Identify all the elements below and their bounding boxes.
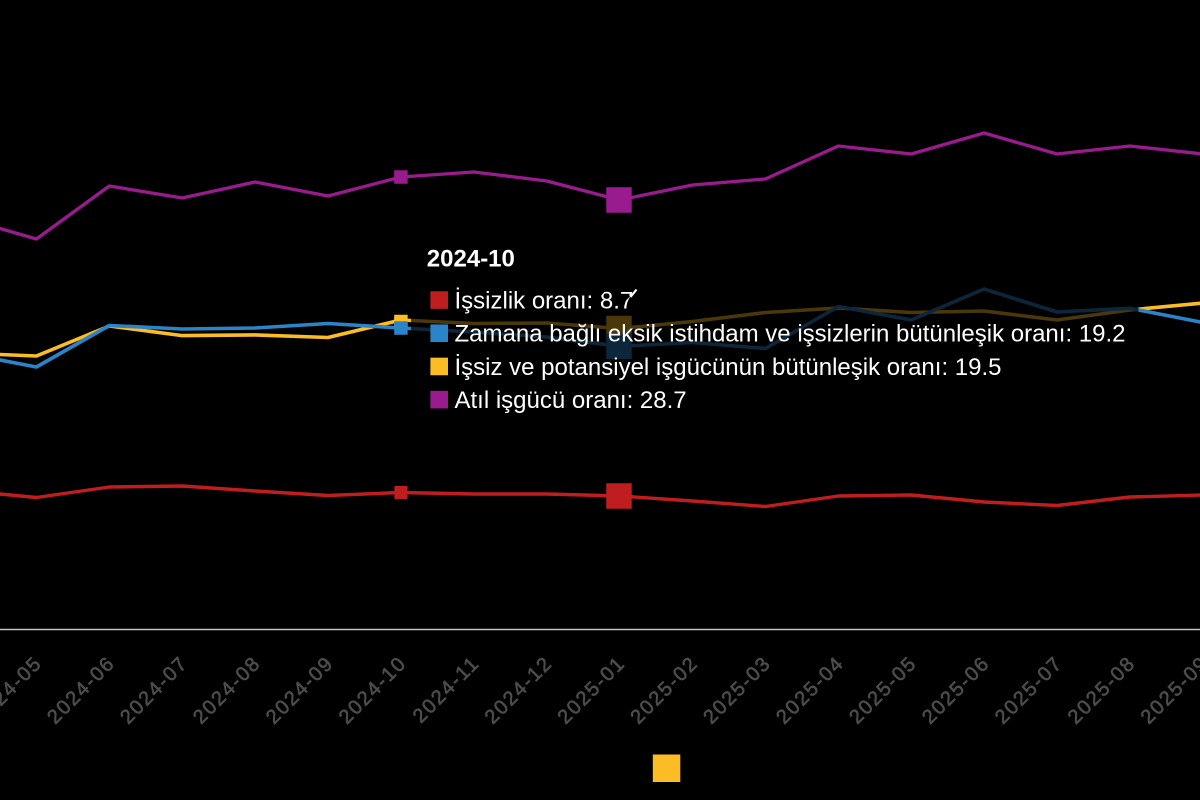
svg-text:Atıl işgücü oranı: 28.7: Atıl işgücü oranı: 28.7 <box>455 387 687 414</box>
svg-text:Zamana bağlı eksik istihdam ve: Zamana bağlı eksik istihdam ve işsizleri… <box>455 321 1126 348</box>
svg-text:İşsizlik oranı: 8.7: İşsizlik oranı: 8.7 <box>455 287 634 314</box>
svg-text:2024-10: 2024-10 <box>427 246 515 273</box>
svg-text:İşsiz ve potansiyel işgücünün: İşsiz ve potansiyel işgücünün bütünleşik… <box>455 354 1002 381</box>
